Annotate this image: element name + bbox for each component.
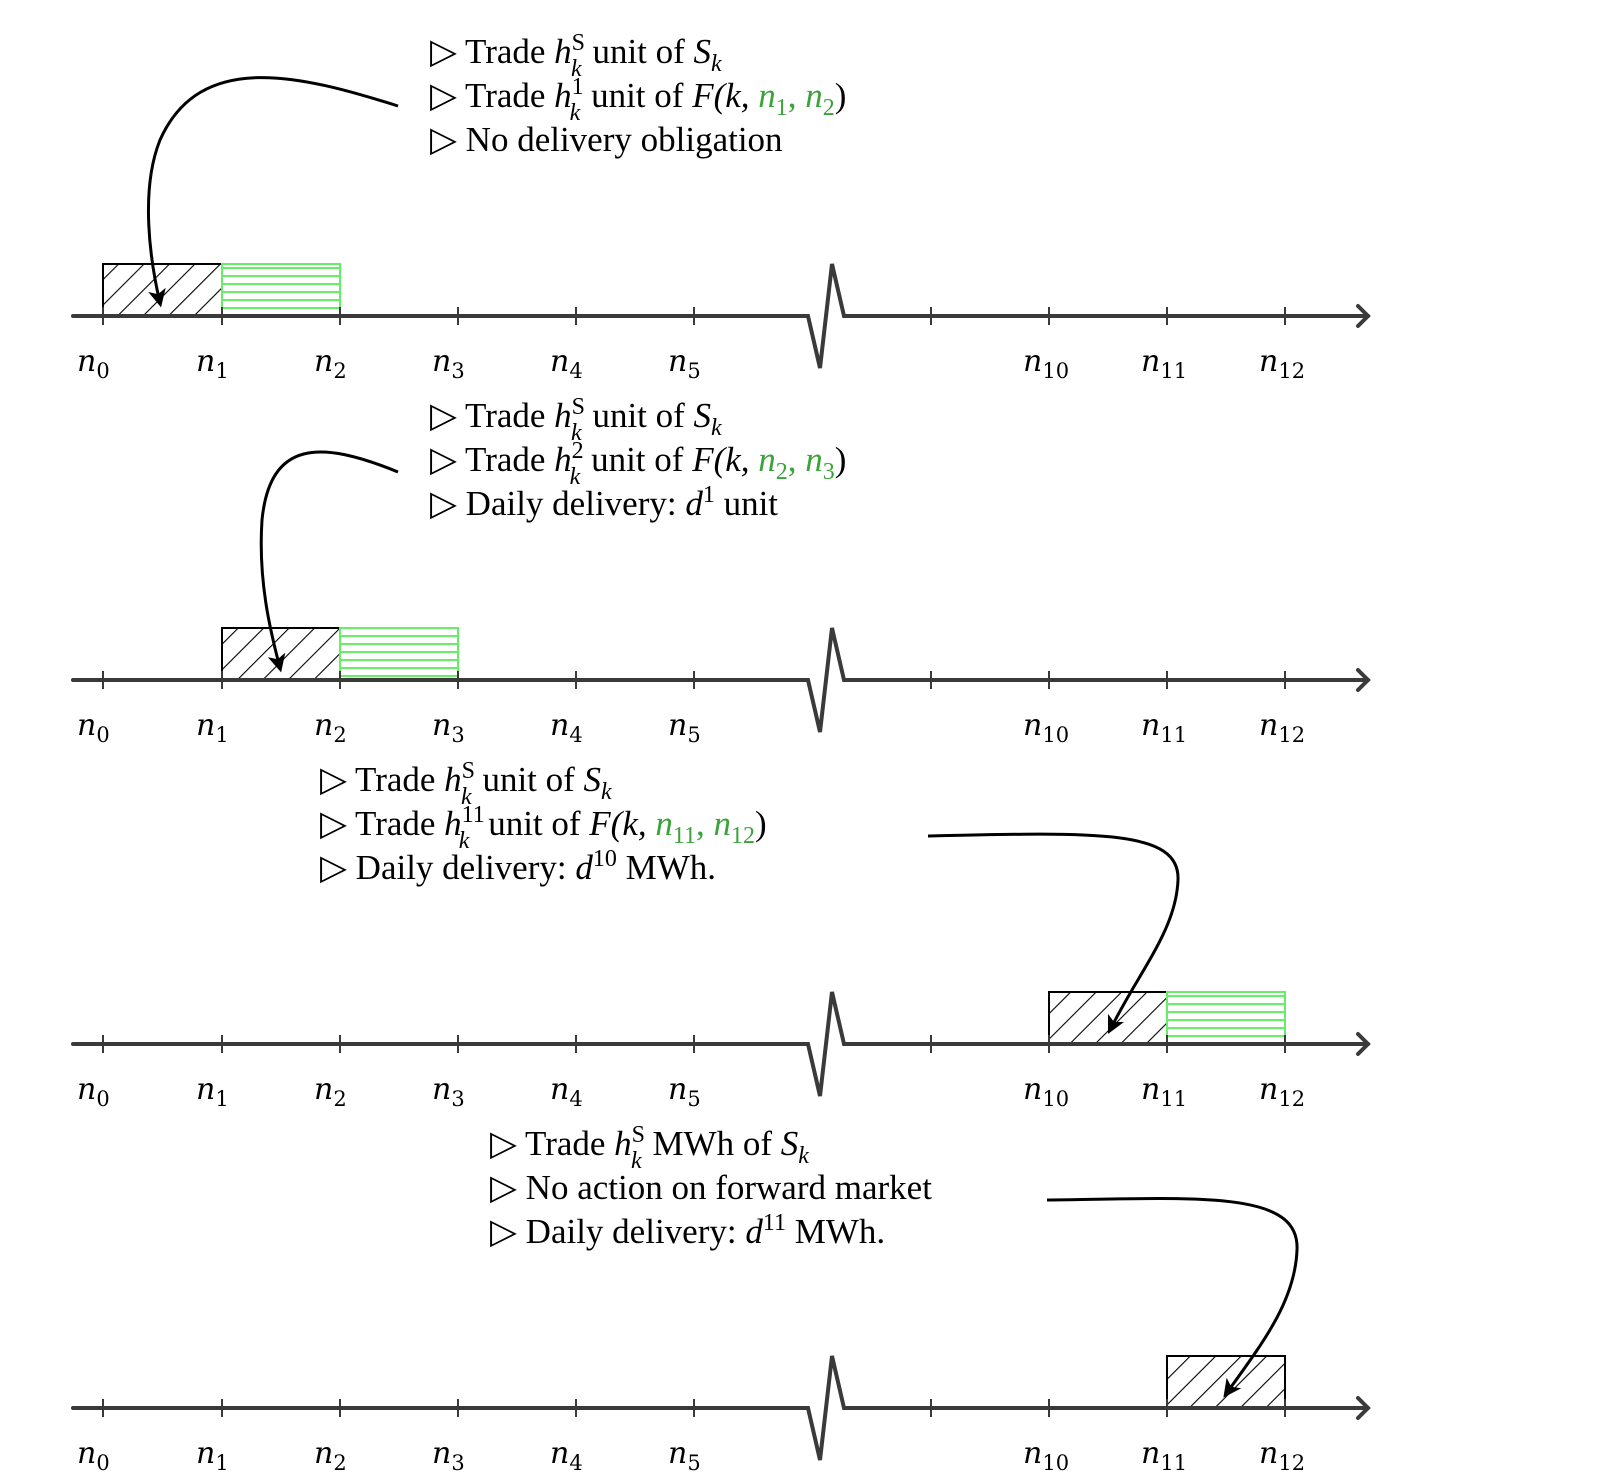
hatched-block (1048, 991, 1168, 1045)
annotation-line: ▷ Trade hS k unit of Sk (320, 758, 612, 810)
tick-label-n11: n11 (1141, 1072, 1187, 1111)
annotation-line: ▷ Trade h2 k unit of F(k, n2, n3) (430, 438, 846, 490)
annotation-line: ▷ Trade h1 k unit of F(k, n1, n2) (430, 74, 846, 126)
tick-label-n2: n2 (314, 1436, 347, 1475)
annotation-line: ▷ No delivery obligation (430, 120, 783, 159)
axis-arrow-icon (1356, 668, 1371, 692)
pointer-arrow (147, 76, 399, 308)
forward-block (1166, 991, 1286, 1045)
tick-label-n1: n1 (196, 1072, 229, 1111)
tick-label-n12: n12 (1259, 344, 1305, 383)
tick-label-n0: n0 (77, 1436, 110, 1475)
tick-label-n5: n5 (668, 1072, 701, 1111)
tick-label-n10: n10 (1023, 1072, 1069, 1111)
tick-label-n4: n4 (550, 344, 583, 383)
tick-label-n3: n3 (432, 1436, 465, 1475)
axis-arrow-icon (1356, 1396, 1371, 1420)
axis-arrow-icon (1356, 304, 1371, 328)
tick-label-n2: n2 (314, 708, 347, 747)
tick-label-n4: n4 (550, 1072, 583, 1111)
hatched-block (221, 627, 341, 681)
tick-label-n0: n0 (77, 708, 110, 747)
tick-label-n1: n1 (196, 708, 229, 747)
tick-label-n5: n5 (668, 708, 701, 747)
annotation-line: ▷ Trade hS k unit of Sk (430, 30, 722, 82)
hatched-block (102, 263, 223, 317)
tick-label-n11: n11 (1141, 708, 1187, 747)
axis-arrow-icon (1356, 1032, 1371, 1056)
pointer-arrow (1046, 1197, 1299, 1398)
annotation-line: ▷ Daily delivery: d11 MWh. (490, 1210, 885, 1251)
hatched-block (1166, 1355, 1286, 1409)
tick-label-n3: n3 (432, 1072, 465, 1111)
pointer-arrow (927, 832, 1180, 1035)
tick-label-n0: n0 (77, 1072, 110, 1111)
tick-label-n3: n3 (432, 708, 465, 747)
tick-label-n12: n12 (1259, 1072, 1305, 1111)
tick-label-n4: n4 (550, 708, 583, 747)
annotation-line: ▷ Trade hS k MWh of Sk (490, 1122, 809, 1174)
tick-label-n0: n0 (77, 344, 110, 383)
forward-block (221, 263, 341, 317)
tick-label-n12: n12 (1259, 708, 1305, 747)
tick-label-n2: n2 (314, 1072, 347, 1111)
tick-label-n11: n11 (1141, 344, 1187, 383)
pointer-arrow (259, 450, 399, 673)
tick-label-n2: n2 (314, 344, 347, 383)
tick-label-n1: n1 (196, 1436, 229, 1475)
tick-label-n10: n10 (1023, 344, 1069, 383)
tick-label-n5: n5 (668, 1436, 701, 1475)
annotation-line: ▷ Daily delivery: d1 unit (430, 482, 778, 523)
tick-label-n10: n10 (1023, 708, 1069, 747)
annotation-line: ▷ Daily delivery: d10 MWh. (320, 846, 716, 887)
tick-label-n12: n12 (1259, 1436, 1305, 1475)
timeline-row-1: n0 n1 n2 n3 n4 n5 n10 n11 n12 ▷ Trade hS k unit of… (71, 30, 1371, 383)
forward-block (339, 627, 459, 681)
tick-label-n3: n3 (432, 344, 465, 383)
timeline-row-3: n0 n1 n2 n3 n4 n5 n10 n11 n12 ▷ Trade hS k unit of… (71, 758, 1371, 1111)
tick-label-n11: n11 (1141, 1436, 1187, 1475)
annotation-line: ▷ Trade hS k unit of Sk (430, 394, 722, 446)
timeline-row-4: n0 n1 n2 n3 n4 n5 n10 n11 n12 ▷ Trade hS k MWh of … (71, 1122, 1371, 1475)
timeline-row-2: n0 n1 n2 n3 n4 n5 n10 n11 n12 ▷ Trade hS k unit of… (71, 394, 1371, 747)
tick-label-n1: n1 (196, 344, 229, 383)
annotation-line: ▷ Trade h11 k unit of F(k, n11, n12) (320, 802, 767, 854)
tick-label-n10: n10 (1023, 1436, 1069, 1475)
annotation-line: ▷ No action on forward market (490, 1168, 932, 1207)
tick-label-n5: n5 (668, 344, 701, 383)
tick-label-n4: n4 (550, 1436, 583, 1475)
